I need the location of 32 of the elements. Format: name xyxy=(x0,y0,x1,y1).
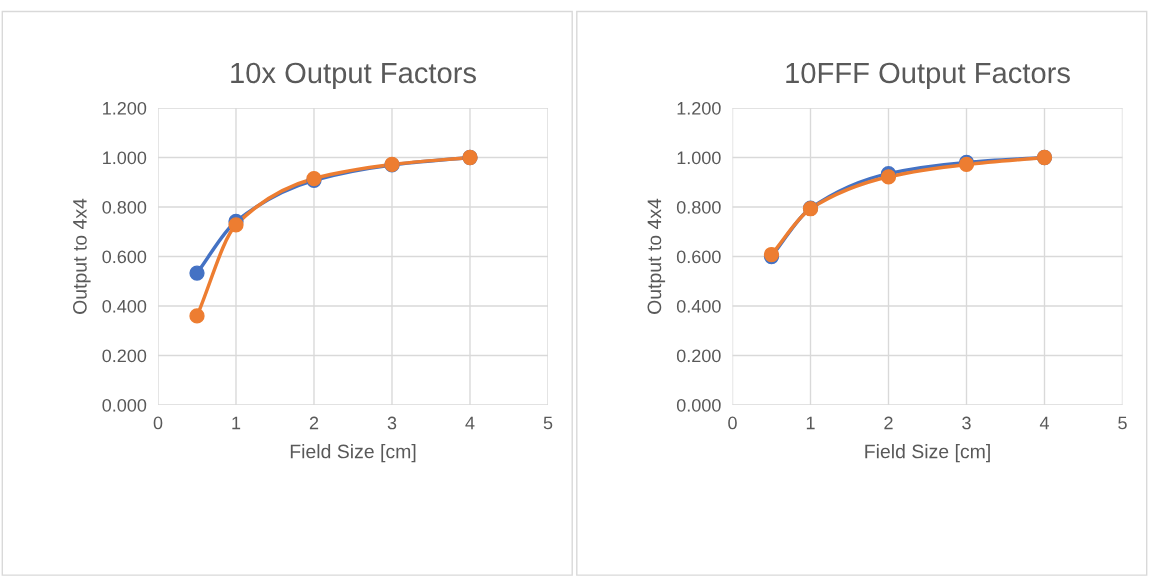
y-axis-title: Output to 4x4 xyxy=(72,198,91,314)
y-tick-label: 1.200 xyxy=(103,101,147,115)
y-tick-label: 0.000 xyxy=(102,398,147,412)
x-tick-label: 4 xyxy=(465,416,475,430)
y-tick-label: 1.200 xyxy=(677,101,721,115)
y-tick-label: 0.600 xyxy=(676,250,721,264)
chart-title: 10FFF Output Factors xyxy=(786,62,1070,90)
x-tick-label: 1 xyxy=(232,416,241,430)
x-tick-label: 0 xyxy=(728,416,737,430)
y-tick-label: 1.000 xyxy=(677,151,721,165)
chart-title: 10x Output Factors xyxy=(231,62,476,90)
y-tick-label: 0.600 xyxy=(102,250,147,264)
y-tick-label: 1.000 xyxy=(103,151,147,165)
y-tick-label: 0.400 xyxy=(102,299,147,313)
x-tick-label: 2 xyxy=(309,416,319,430)
x-axis-title: Field Size [cm] xyxy=(290,444,416,463)
x-axis-title: Field Size [cm] xyxy=(865,444,990,463)
y-tick-label: 0.400 xyxy=(676,299,721,313)
y-tick-label: 0.800 xyxy=(102,200,147,214)
x-tick-label: 0 xyxy=(153,416,163,430)
x-tick-label: 5 xyxy=(1118,416,1127,430)
y-tick-label: 0.200 xyxy=(676,349,721,363)
x-tick-label: 2 xyxy=(884,416,893,430)
y-tick-label: 0.000 xyxy=(676,398,721,412)
x-tick-label: 5 xyxy=(543,416,553,430)
y-tick-label: 0.800 xyxy=(676,200,721,214)
x-tick-label: 1 xyxy=(806,416,815,430)
x-tick-label: 4 xyxy=(1039,416,1049,430)
y-axis-title: Output to 4x4 xyxy=(647,198,666,314)
x-tick-label: 3 xyxy=(962,416,971,430)
y-tick-label: 0.200 xyxy=(102,349,147,363)
x-tick-label: 3 xyxy=(387,416,397,430)
